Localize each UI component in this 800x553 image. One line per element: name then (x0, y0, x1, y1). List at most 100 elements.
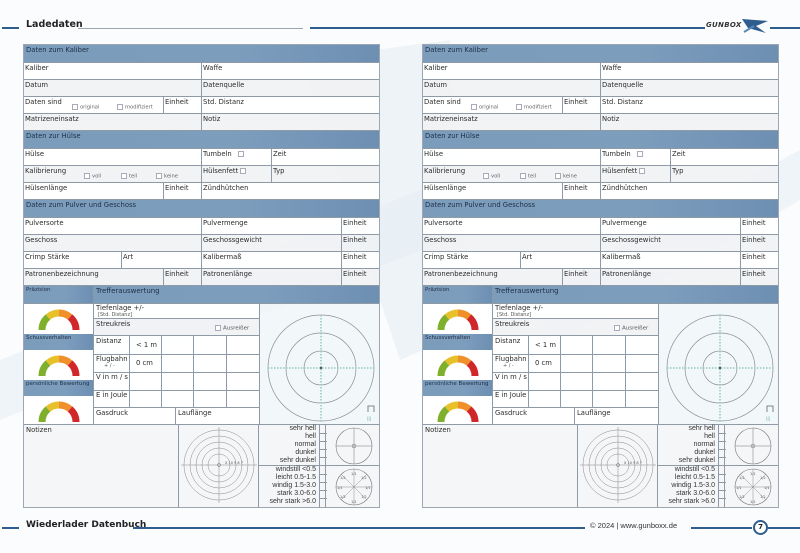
field-einheit[interactable]: Einheit (343, 270, 367, 278)
wind-checkboxes[interactable] (718, 466, 726, 507)
field-datum[interactable]: Datum (423, 80, 601, 96)
checkbox-ausreisser[interactable]: Ausreißer (215, 325, 249, 332)
distanz-value[interactable]: < 1 m (535, 341, 556, 349)
checkbox-voll[interactable]: voll (84, 173, 101, 180)
field-kalibermass[interactable]: Kalibermaß (202, 252, 342, 268)
field-einheit[interactable]: Einheit (343, 219, 367, 227)
field-pulvermenge[interactable]: Pulvermenge (202, 218, 342, 234)
checkbox-keine[interactable]: keine (156, 173, 178, 180)
field-kaliber[interactable]: Kaliber (423, 63, 601, 79)
field-einheit[interactable]: Einheit (164, 269, 202, 285)
field-geschossgewicht[interactable]: Geschossgewicht (601, 235, 741, 251)
gauge-bewertung[interactable] (423, 396, 493, 425)
wind-checkboxes[interactable] (319, 466, 327, 507)
field-einheit[interactable]: Einheit (742, 253, 766, 261)
field-zuendhuetchen[interactable]: Zündhütchen (203, 184, 249, 192)
gauge-praezision[interactable] (24, 304, 94, 334)
gauge-schussverhalten[interactable] (24, 350, 94, 380)
field-einheit[interactable]: Einheit (343, 253, 367, 261)
checkbox-huelsenfett[interactable] (240, 168, 247, 174)
light-checkboxes[interactable] (718, 425, 726, 466)
checkbox-tumbeln[interactable] (237, 151, 244, 157)
checkbox-keine[interactable]: keine (555, 173, 577, 180)
notes-field[interactable]: Notizen (423, 425, 578, 507)
crosshair-icon[interactable] (331, 426, 377, 466)
field-streukreis[interactable]: Streukreis Ausreißer (493, 319, 658, 336)
field-lauflaenge[interactable]: Lauflänge (575, 408, 658, 425)
field-geschoss[interactable]: Geschoss (24, 235, 202, 251)
field-zeit[interactable]: Zeit (672, 150, 686, 158)
field-einheit[interactable]: Einheit (563, 97, 601, 113)
field-pulvermenge[interactable]: Pulvermenge (601, 218, 741, 234)
field-std-distanz[interactable]: Std. Distanz (602, 98, 643, 106)
wind-rose-icon[interactable]: 1/1 1/2 1/1 1/2 1/1 1/2 1/1 1/2 (730, 467, 776, 507)
field-geschoss[interactable]: Geschoss (423, 235, 601, 251)
field-einheit[interactable]: Einheit (563, 183, 601, 199)
field-art[interactable]: Art (122, 252, 202, 268)
field-geschossgewicht[interactable]: Geschossgewicht (202, 235, 342, 251)
field-huelse[interactable]: Hülse (423, 149, 601, 165)
field-pulversorte[interactable]: Pulversorte (24, 218, 202, 234)
checkbox-modifiziert[interactable]: modifiziert (516, 104, 552, 111)
field-patronenbezeichnung[interactable]: Patronenbezeichnung (423, 269, 563, 285)
field-waffe[interactable]: Waffe (602, 64, 622, 72)
crosshair-icon[interactable] (730, 426, 776, 466)
field-kaliber[interactable]: Kaliber (24, 63, 202, 79)
checkbox-ausreisser[interactable]: Ausreißer (614, 325, 648, 332)
field-notiz[interactable]: Notiz (203, 115, 221, 123)
flugbahn-value[interactable]: 0 cm (535, 359, 552, 367)
field-huelsenfett[interactable]: Hülsenfett (601, 166, 671, 182)
checkbox-teil[interactable]: teil (121, 173, 137, 180)
field-kalibermass[interactable]: Kalibermaß (601, 252, 741, 268)
field-matrizeneinsatz[interactable]: Matrizeneinsatz (24, 114, 202, 130)
notes-field[interactable]: Notizen (24, 425, 179, 507)
field-datenquelle[interactable]: Datenquelle (203, 81, 245, 89)
field-tumbeln[interactable]: Tumbeln (601, 149, 671, 165)
target-large[interactable]: ||| (658, 304, 778, 425)
field-gasdruck[interactable]: Gasdruck (94, 408, 176, 425)
checkbox-huelsenfett[interactable] (639, 168, 646, 174)
checkbox-voll[interactable]: voll (483, 173, 500, 180)
field-einheit[interactable]: Einheit (164, 97, 202, 113)
checkbox-original[interactable]: original (471, 104, 498, 111)
field-einheit[interactable]: Einheit (742, 270, 766, 278)
field-datenquelle[interactable]: Datenquelle (602, 81, 644, 89)
target-small[interactable]: X 10 9 8 7 (578, 425, 658, 507)
field-einheit[interactable]: Einheit (563, 269, 601, 285)
field-huelsenlaenge[interactable]: Hülsenlänge (24, 183, 164, 199)
field-tiefenlage[interactable]: Tiefenlage +/- [Std. Distanz] (94, 304, 259, 319)
field-std-distanz[interactable]: Std. Distanz (203, 98, 244, 106)
field-huelsenlaenge[interactable]: Hülsenlänge (423, 183, 563, 199)
field-patronenbezeichnung[interactable]: Patronenbezeichnung (24, 269, 164, 285)
checkbox-original[interactable]: original (72, 104, 99, 111)
field-streukreis[interactable]: Streukreis Ausreißer (94, 319, 259, 336)
gauge-schussverhalten[interactable] (423, 350, 493, 380)
field-pulversorte[interactable]: Pulversorte (423, 218, 601, 234)
target-small[interactable]: X 10 9 8 7 (179, 425, 259, 507)
field-einheit[interactable]: Einheit (742, 236, 766, 244)
field-art[interactable]: Art (521, 252, 601, 268)
field-einheit[interactable]: Einheit (343, 236, 367, 244)
field-notiz[interactable]: Notiz (602, 115, 620, 123)
field-typ[interactable]: Typ (273, 167, 285, 175)
checkbox-teil[interactable]: teil (520, 173, 536, 180)
field-patronenlaenge[interactable]: Patronenlänge (601, 269, 741, 285)
field-waffe[interactable]: Waffe (203, 64, 223, 72)
field-tiefenlage[interactable]: Tiefenlage +/- [Std. Distanz] (493, 304, 658, 319)
gauge-praezision[interactable] (423, 304, 493, 334)
field-typ[interactable]: Typ (672, 167, 684, 175)
field-crimp[interactable]: Crimp Stärke (423, 252, 521, 268)
distanz-value[interactable]: < 1 m (136, 341, 157, 349)
field-huelse[interactable]: Hülse (24, 149, 202, 165)
field-datum[interactable]: Datum (24, 80, 202, 96)
field-tumbeln[interactable]: Tumbeln (202, 149, 272, 165)
target-large[interactable]: ||| (259, 304, 379, 425)
field-matrizeneinsatz[interactable]: Matrizeneinsatz (423, 114, 601, 130)
field-gasdruck[interactable]: Gasdruck (493, 408, 575, 425)
checkbox-modifiziert[interactable]: modifiziert (117, 104, 153, 111)
field-huelsenfett[interactable]: Hülsenfett (202, 166, 272, 182)
field-lauflaenge[interactable]: Lauflänge (176, 408, 259, 425)
field-crimp[interactable]: Crimp Stärke (24, 252, 122, 268)
wind-rose-icon[interactable]: 1/1 1/2 1/1 1/2 1/1 1/2 1/1 1/2 (331, 467, 377, 507)
field-einheit[interactable]: Einheit (742, 219, 766, 227)
